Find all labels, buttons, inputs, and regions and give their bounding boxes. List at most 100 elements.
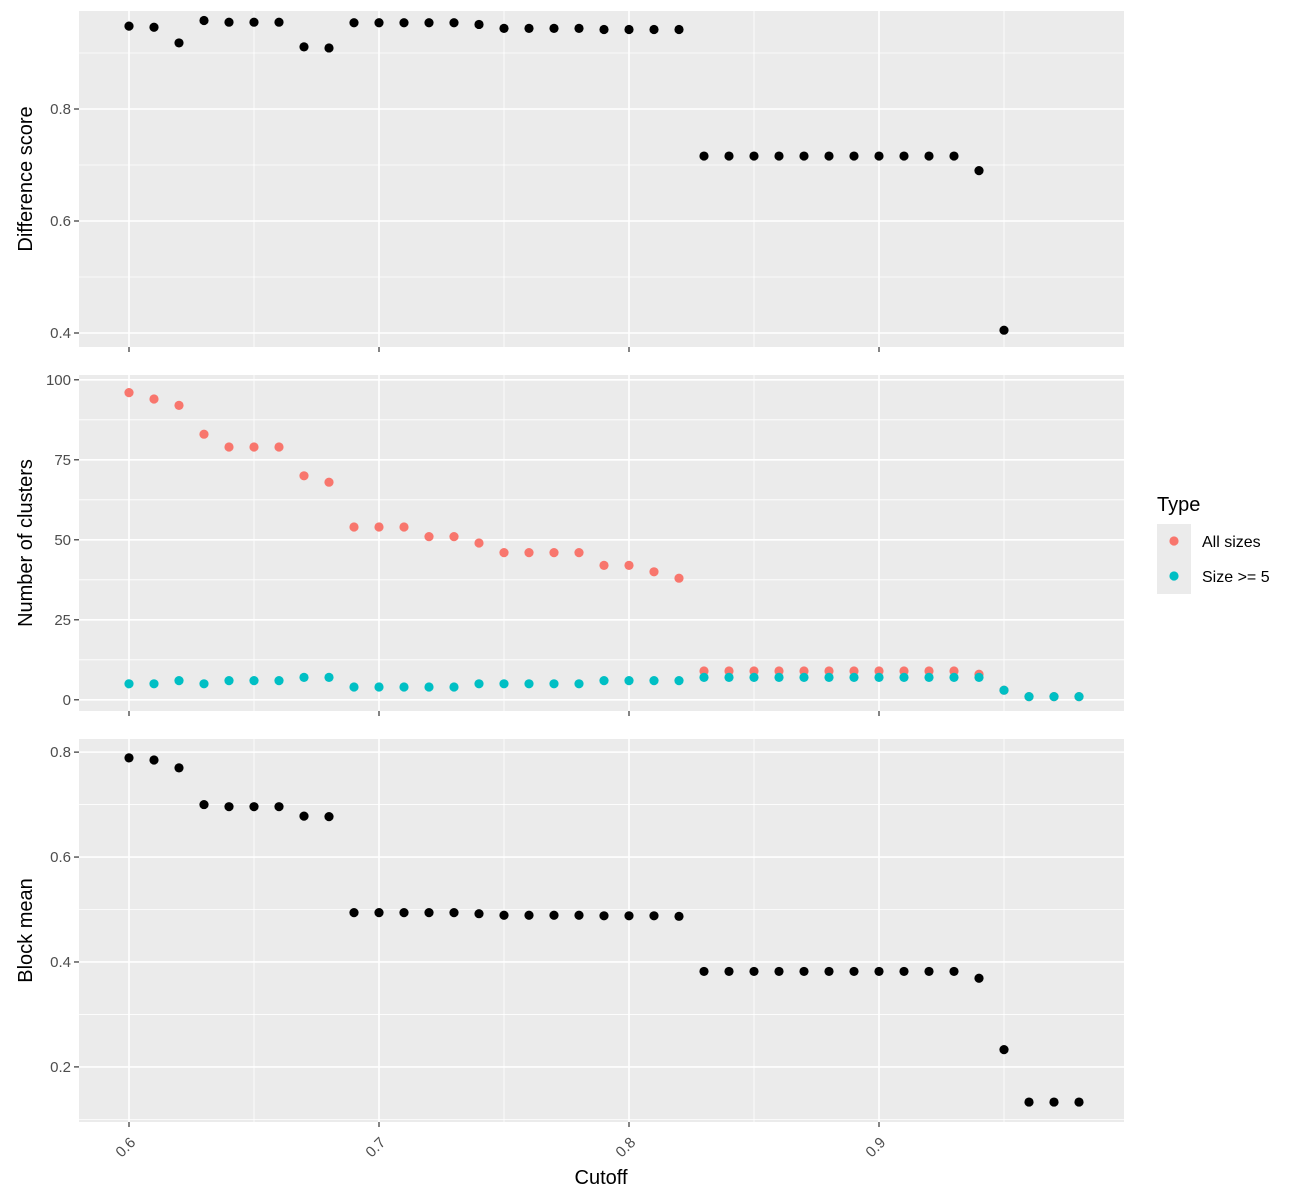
data-point xyxy=(774,666,784,676)
y-tick-label: 0.6 xyxy=(50,849,71,866)
data-point xyxy=(299,42,309,52)
data-point xyxy=(124,388,134,398)
data-point xyxy=(374,908,384,918)
data-point xyxy=(799,966,809,977)
data-point xyxy=(449,908,459,918)
data-point xyxy=(149,679,159,689)
y-tick-label: 0.8 xyxy=(50,744,71,761)
data-point xyxy=(274,802,284,812)
data-point xyxy=(799,672,809,683)
legend-key xyxy=(1169,571,1179,581)
data-point xyxy=(649,676,659,686)
data-point xyxy=(324,477,334,487)
data-point xyxy=(149,755,159,765)
data-point xyxy=(899,666,909,676)
data-point xyxy=(374,522,384,532)
data-point xyxy=(424,532,434,542)
legend-key xyxy=(1169,536,1179,546)
y-tick-label: 0.2 xyxy=(50,1059,71,1076)
data-point xyxy=(599,676,609,686)
data-point xyxy=(699,666,709,676)
panel-2: 0 25 50 75 100 Number of clusters xyxy=(15,372,1124,716)
panel-1: 0.4 0.6 0.8 Difference score xyxy=(15,11,1124,352)
data-point xyxy=(874,672,884,683)
data-point xyxy=(924,666,934,676)
data-point xyxy=(1074,1097,1084,1107)
data-point xyxy=(649,24,659,35)
data-point xyxy=(299,672,309,683)
data-point xyxy=(274,17,284,27)
data-point xyxy=(524,23,534,33)
panel-background xyxy=(79,739,1124,1122)
data-point xyxy=(549,910,559,920)
data-point xyxy=(824,666,834,676)
data-point xyxy=(749,666,759,676)
data-point xyxy=(124,679,134,689)
data-point xyxy=(1049,1097,1059,1107)
data-point xyxy=(549,548,559,558)
data-point xyxy=(899,151,909,161)
x-axis-title: Cutoff xyxy=(575,1167,628,1189)
data-point xyxy=(724,966,734,977)
data-point xyxy=(399,522,409,532)
data-point xyxy=(424,682,434,692)
data-point xyxy=(449,18,459,28)
panel-background xyxy=(79,375,1124,711)
y-axis-title: Block mean xyxy=(15,878,37,983)
data-point xyxy=(824,672,834,683)
data-point xyxy=(674,573,684,583)
legend-label: All sizes xyxy=(1202,534,1261,551)
data-point xyxy=(324,812,334,822)
data-point xyxy=(174,38,184,48)
data-point xyxy=(574,548,584,558)
data-point xyxy=(574,679,584,689)
data-point xyxy=(399,908,409,918)
panel-background xyxy=(79,11,1124,347)
data-point xyxy=(874,151,884,161)
y-tick-label: 0.6 xyxy=(50,213,71,230)
data-point xyxy=(399,682,409,692)
x-tick-label: 0.9 xyxy=(862,1134,889,1161)
y-tick-label: 25 xyxy=(54,612,71,629)
y-tick-label: 0.4 xyxy=(50,325,71,342)
data-point xyxy=(499,910,509,920)
data-point xyxy=(724,672,734,683)
data-point xyxy=(299,811,309,821)
data-point xyxy=(924,672,934,683)
data-point xyxy=(624,676,634,686)
legend: Type All sizes Size >= 5 xyxy=(1157,494,1270,594)
x-tick-label: 0.8 xyxy=(612,1134,639,1161)
data-point xyxy=(399,18,409,28)
data-point xyxy=(549,23,559,33)
data-point xyxy=(899,966,909,977)
data-point xyxy=(374,682,384,692)
data-point xyxy=(724,666,734,676)
data-point xyxy=(474,679,484,689)
data-point xyxy=(524,910,534,920)
data-point xyxy=(199,429,209,439)
data-point xyxy=(649,567,659,577)
data-point xyxy=(849,666,859,676)
data-point xyxy=(574,910,584,920)
data-point xyxy=(749,966,759,977)
data-point xyxy=(149,394,159,404)
data-point xyxy=(324,43,334,53)
data-point xyxy=(699,672,709,683)
data-point xyxy=(499,548,509,558)
data-point xyxy=(274,442,284,452)
data-point xyxy=(699,151,709,161)
data-point xyxy=(174,400,184,410)
data-point xyxy=(674,676,684,686)
data-point xyxy=(999,325,1009,335)
data-point xyxy=(249,442,259,452)
data-point xyxy=(749,672,759,683)
data-point xyxy=(174,763,184,773)
data-point xyxy=(974,973,984,983)
data-point xyxy=(874,966,884,977)
y-tick-label: 75 xyxy=(54,452,71,469)
data-point xyxy=(224,442,234,452)
data-point xyxy=(999,685,1009,695)
x-tick-label: 0.6 xyxy=(112,1134,139,1161)
data-point xyxy=(199,15,209,26)
